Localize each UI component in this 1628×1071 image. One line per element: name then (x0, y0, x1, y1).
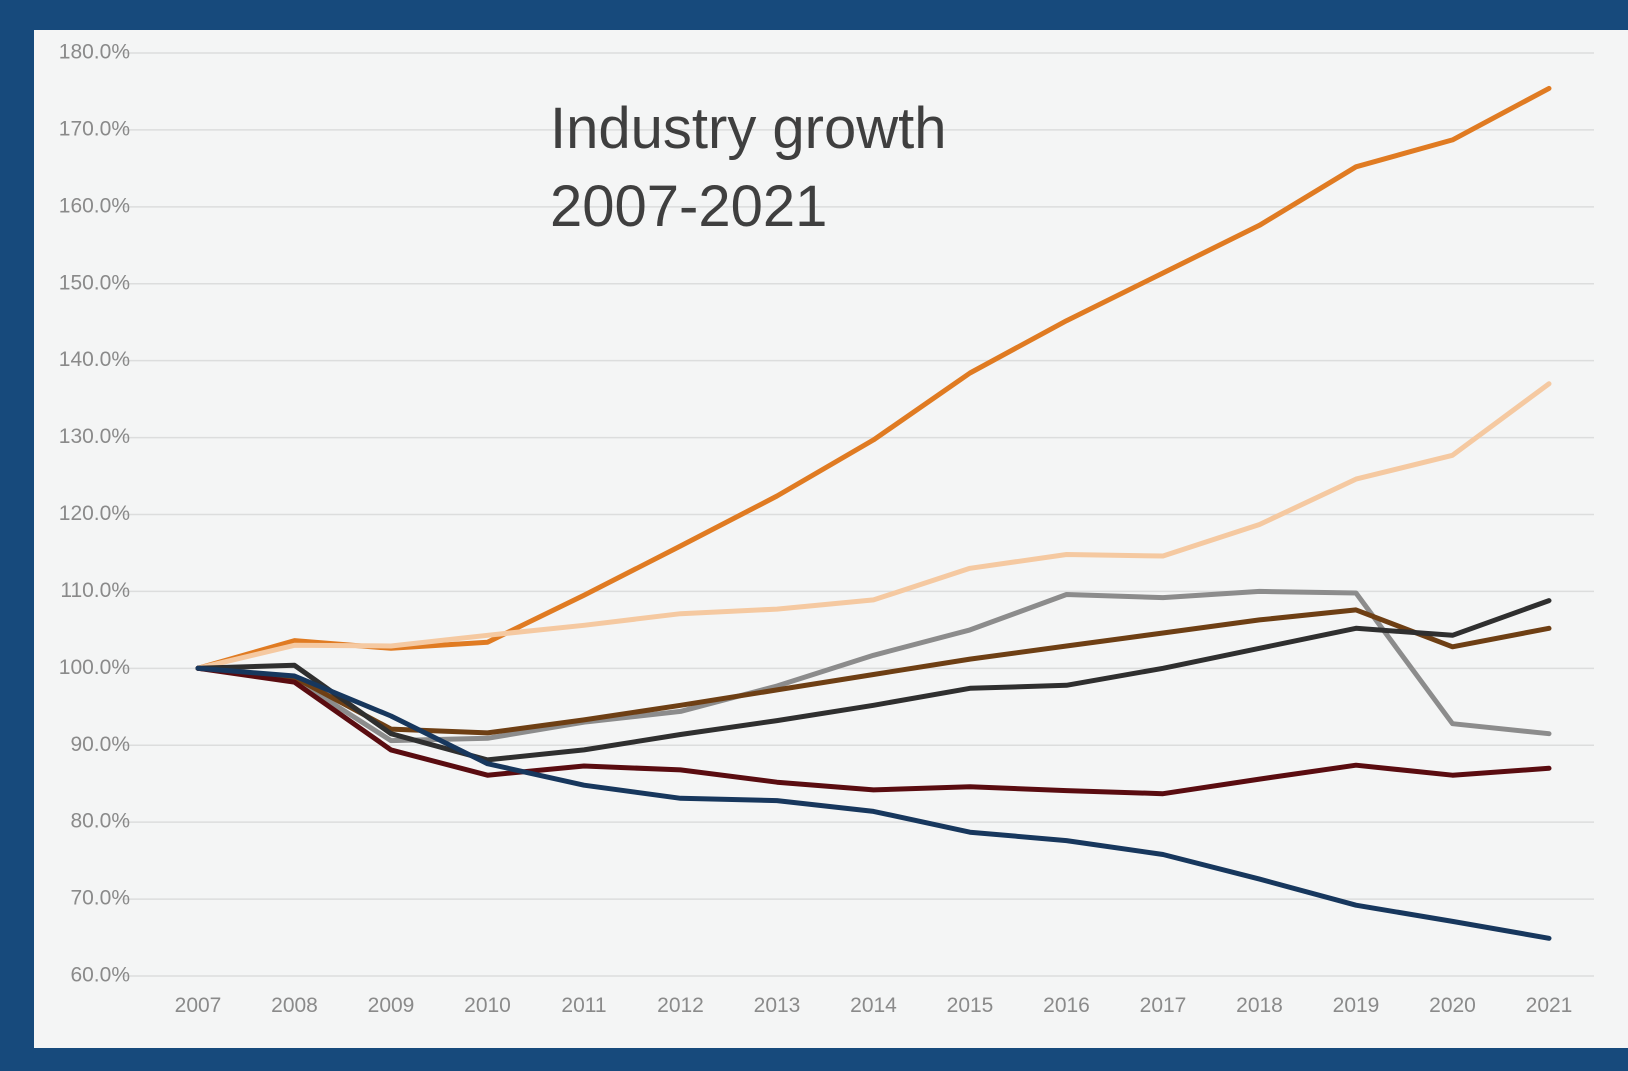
y-axis-ticks: 60.0% 70.0% 80.0% 90.0% 100.0% 110.0% 120.0% 13… (59, 41, 130, 987)
x-tick-label: 2014 (850, 994, 897, 1017)
y-tick-label: 170.0% (59, 117, 130, 140)
chart-title-line-2: 2007-2021 (550, 174, 827, 239)
x-tick-label: 2019 (1333, 994, 1380, 1017)
x-tick-label: 2008 (271, 994, 318, 1017)
x-tick-label: 2010 (464, 994, 511, 1017)
y-tick-label: 90.0% (70, 733, 130, 756)
y-tick-label: 120.0% (59, 502, 130, 525)
x-tick-label: 2016 (1043, 994, 1090, 1017)
series-line-3 (195, 588, 1552, 744)
y-tick-label: 140.0% (59, 348, 130, 371)
y-tick-label: 160.0% (59, 194, 130, 217)
x-tick-label: 2011 (561, 994, 606, 1017)
x-tick-label: 2013 (754, 994, 801, 1017)
y-tick-label: 70.0% (70, 887, 130, 910)
y-tick-label: 110.0% (60, 579, 130, 602)
x-tick-label: 2015 (947, 994, 994, 1017)
y-tick-label: 180.0% (59, 41, 130, 64)
x-tick-label: 2020 (1429, 994, 1476, 1017)
x-tick-label: 2012 (657, 994, 704, 1017)
x-axis-ticks: 2007 2008 2009 2010 2011 2012 2013 2014 2015 2016… (175, 994, 1573, 1017)
x-tick-label: 2017 (1140, 994, 1187, 1017)
x-tick-label: 2021 (1526, 994, 1573, 1017)
x-tick-label: 2009 (368, 994, 415, 1017)
chart-panel (34, 30, 1628, 1048)
series-lines (195, 85, 1552, 941)
y-tick-label: 100.0% (59, 656, 130, 679)
series-line-5 (195, 598, 1552, 763)
y-tick-label: 80.0% (70, 810, 130, 833)
y-tick-label: 150.0% (59, 271, 130, 294)
series-line-7 (195, 665, 1552, 941)
chart-title-line-1: Industry growth (550, 96, 947, 161)
y-tick-label: 130.0% (59, 425, 130, 448)
series-line-2 (195, 381, 1552, 671)
series-line-1 (195, 85, 1552, 671)
x-tick-label: 2018 (1236, 994, 1283, 1017)
gridlines (122, 52, 1594, 977)
x-tick-label: 2007 (175, 994, 222, 1017)
series-line-6 (195, 665, 1552, 797)
y-tick-label: 60.0% (70, 964, 130, 987)
